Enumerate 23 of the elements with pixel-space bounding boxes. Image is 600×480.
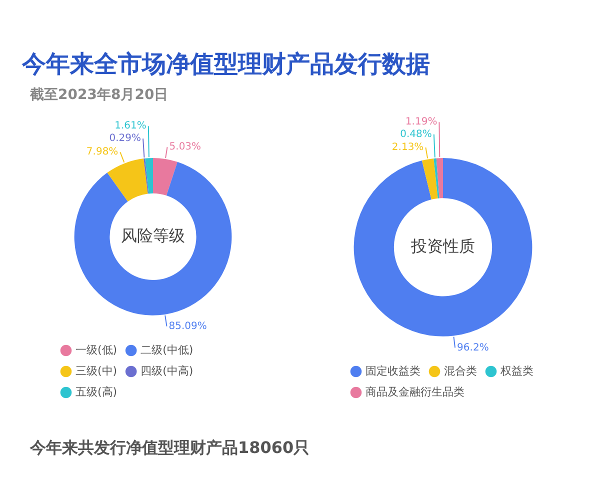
legend-label: 权益类 (500, 364, 534, 378)
text: 投资性质 (410, 236, 475, 256)
data-label: 1.19% (405, 116, 438, 128)
data-label: 85.09% (168, 320, 207, 332)
legend-label: 商品及金融衍生品类 (366, 385, 464, 398)
data-label: 0.29% (109, 133, 142, 144)
chart-title: 今年来全市场净值型理财产品发行数据 (20, 49, 431, 80)
data-label: 96.2% (457, 342, 489, 354)
legend-label: 五级(高) (76, 385, 118, 398)
legend-label: 混合类 (444, 364, 477, 378)
text: 今年来共发行净值型理财产品18060只 (28, 437, 311, 459)
legend-label: 二级(中低) (140, 343, 194, 356)
legend-label: 四级(中高) (140, 364, 194, 378)
data-label: 7.98% (86, 146, 118, 158)
legend-label: 固定收益类 (366, 364, 420, 378)
data-label: 0.48% (400, 129, 432, 140)
data-label: 1.61% (114, 120, 146, 132)
data-label: 2.13% (392, 142, 424, 154)
chart-subtitle: 截至2023年8月20日 (28, 86, 170, 104)
data-label: 5.03% (169, 142, 202, 153)
legend-label: 三级(中) (76, 364, 118, 378)
text: 风险等级 (121, 226, 185, 245)
legend-label: 一级(低) (76, 343, 118, 356)
